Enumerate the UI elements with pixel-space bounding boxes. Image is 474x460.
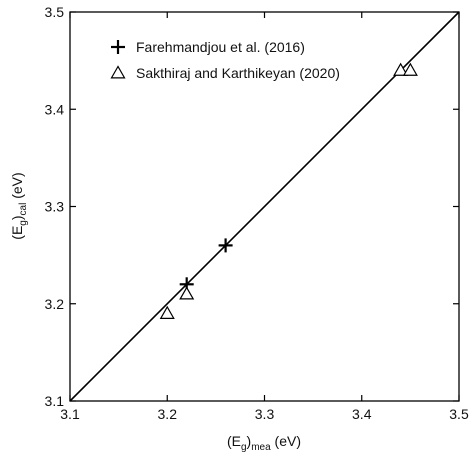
triangle-marker [393,62,409,76]
x-tick-label: 3.4 [352,406,372,422]
x-label-main: (E [227,433,241,449]
axis-ticks: 3.1 3.2 3.3 3.4 3.5 3.1 3.2 3.3 3.4 3.5 [45,4,469,422]
y-label-mid: ) [9,215,25,220]
legend-marker-plus [111,40,125,54]
legend: Farehmandjou et al. (2016) Sakthiraj and … [110,39,340,81]
x-tick-label: 3.1 [60,406,80,422]
y-label-sub1: g [18,220,29,226]
y-tick-label: 3.2 [45,296,65,312]
x-tick-label: 3.2 [158,406,178,422]
x-tick-label: 3.3 [255,406,275,422]
reference-line [69,11,460,402]
triangle-marker [402,62,418,76]
legend-label: Farehmandjou et al. (2016) [136,39,305,55]
y-axis-label: (Eg)cal (eV) [9,172,29,239]
legend-marker-triangle-open [110,65,126,79]
plus-marker [218,238,233,253]
y-label-main: (E [9,226,25,240]
y-tick-label: 3.4 [45,101,65,117]
x-tick-label: 3.5 [449,406,469,422]
x-axis-label: (Eg)mea (eV) [227,433,301,453]
legend-label: Sakthiraj and Karthikeyan (2020) [136,65,340,81]
y-tick-label: 3.3 [45,199,65,215]
x-label-sub2: mea [251,442,271,453]
data-markers [159,62,418,319]
y-label-unit: (eV) [9,172,25,202]
y-tick-label: 3.5 [45,4,65,20]
triangle-marker [159,305,175,319]
triangle-marker [179,286,195,300]
y-tick-label: 3.1 [45,393,65,409]
y-label-sub2: cal [18,203,29,216]
x-label-sub1: g [241,442,247,453]
x-label-unit: (eV) [271,433,301,449]
x-label-mid: ) [247,433,252,449]
